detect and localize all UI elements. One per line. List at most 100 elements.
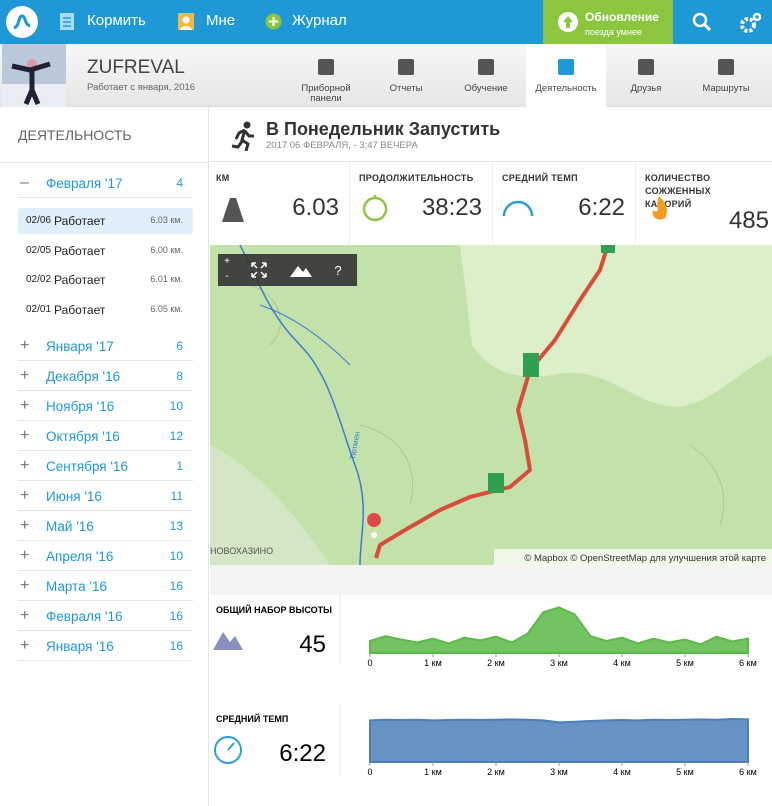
x-tick-label: 5 км xyxy=(676,767,694,777)
map[interactable]: + - ? НОВОХАЗИНО Тютмен © Mapbox © OpenS… xyxy=(210,245,772,565)
expand-sign: + xyxy=(20,637,30,654)
expand-sign: + xyxy=(20,607,30,624)
nav-log[interactable]: Журнал xyxy=(292,12,347,29)
stat-value: 38:23 xyxy=(421,194,482,221)
stat-icon-shape xyxy=(652,196,667,220)
month-label: Сентября '16 xyxy=(46,459,128,474)
tab-icon-shape xyxy=(318,59,334,75)
stat-icon xyxy=(502,200,534,217)
month-row[interactable]: + Май '16 13 xyxy=(18,512,193,541)
tab-icon-shape xyxy=(398,59,414,75)
profile-name: ZUFREVAL xyxy=(87,57,185,78)
month-label: Февраля '17 xyxy=(46,176,123,191)
stat-icon-shape xyxy=(222,198,244,222)
stat-label: СРЕДНИЙ ТЕМП xyxy=(502,173,578,183)
terrain[interactable] xyxy=(290,266,312,277)
month-row[interactable]: + Декабря '16 8 xyxy=(18,362,193,391)
elevation-label: ОБЩИЙ НАБОР ВЫСОТЫ xyxy=(216,604,332,615)
activity-row[interactable]: 02/01 Работает 6.05 км. xyxy=(18,297,193,323)
elevation-value: 45 xyxy=(299,631,326,658)
tab[interactable]: Обучение xyxy=(446,44,526,107)
tab-icon-shape xyxy=(718,59,734,75)
tab[interactable]: Маршруты xyxy=(686,44,766,107)
tab[interactable]: Отчеты xyxy=(366,44,446,107)
tab[interactable]: Деятельность xyxy=(526,44,606,107)
month-row[interactable]: + Января '17 6 xyxy=(18,332,193,361)
expand-sign: + xyxy=(20,487,30,504)
month-row[interactable]: + Апреля '16 10 xyxy=(18,542,193,571)
zoom-out[interactable]: - xyxy=(225,271,228,282)
activity-name: Работает xyxy=(54,243,106,258)
month-count: 16 xyxy=(169,579,183,593)
tab[interactable]: Друзья xyxy=(606,44,686,107)
x-tick-label: 6 км xyxy=(739,767,757,777)
month-label: Декабря '16 xyxy=(46,369,121,384)
log-icon xyxy=(265,13,282,30)
month-count: 6 xyxy=(176,339,183,353)
stat-icon xyxy=(362,195,388,222)
expand-sign: + xyxy=(20,517,30,534)
month-row[interactable]: + Сентября '16 1 xyxy=(18,452,193,481)
logo[interactable] xyxy=(0,0,44,44)
upgrade-title: Обновление xyxy=(585,10,659,24)
activity-name: Работает xyxy=(54,302,106,317)
tab-icon xyxy=(398,59,414,75)
stat-icon-shape xyxy=(502,200,534,217)
profile-since: Работает с января, 2016 xyxy=(87,82,196,93)
month-count: 1 xyxy=(176,459,183,473)
divider xyxy=(0,162,209,163)
activity-row[interactable]: 02/05 Работает 6.00 км. xyxy=(18,238,193,264)
activity-date: 02/05 xyxy=(26,244,52,256)
activity-distance: 6.03 км. xyxy=(150,215,183,225)
avatar[interactable] xyxy=(2,44,66,107)
month-count: 8 xyxy=(176,369,183,383)
upgrade-button[interactable]: Обновление поезда умнее xyxy=(543,0,673,44)
x-tick-label: 6 км xyxy=(739,658,757,668)
month-row[interactable]: + Января '16 16 xyxy=(18,632,193,661)
tab-icon xyxy=(558,59,574,75)
month-label: Апреля '16 xyxy=(46,549,114,564)
expand-sign: + xyxy=(20,577,30,594)
profile-bar: ZUFREVAL Работает с января, 2016 Приборн… xyxy=(0,44,772,107)
month-label: Июня '16 xyxy=(46,489,102,504)
month-row[interactable]: – Февраля '17 4 xyxy=(18,169,193,198)
x-tick-label: 2 км xyxy=(487,767,505,777)
x-tick-label: 4 км xyxy=(613,658,631,668)
x-tick-label: 3 км xyxy=(550,767,568,777)
stat: КОЛИЧЕСТВО СОЖЖЕННЫХ КАЛОРИЙ 485 xyxy=(639,162,772,246)
help[interactable]: ? xyxy=(334,263,341,278)
nav-feed[interactable]: Кормить xyxy=(87,12,146,29)
month-row[interactable]: + Февраля '16 16 xyxy=(18,602,193,631)
activity-date: 02/01 xyxy=(26,303,52,315)
activity-distance: 6.00 км. xyxy=(150,244,183,255)
month-count: 13 xyxy=(169,519,183,533)
nav-me[interactable]: Мне xyxy=(206,12,236,29)
x-tick-label: 1 км xyxy=(424,658,442,668)
tab[interactable]: Приборной панели xyxy=(286,44,366,107)
zoom-in[interactable]: + xyxy=(224,256,230,267)
fullscreen[interactable] xyxy=(251,262,267,278)
settings-icon[interactable] xyxy=(738,11,762,35)
month-count: 10 xyxy=(169,399,183,413)
expand-sign: + xyxy=(20,367,30,384)
month-row[interactable]: + Октября '16 12 xyxy=(18,422,193,451)
activity-title: В Понедельник Запустить xyxy=(266,119,501,139)
stat: СРЕДНИЙ ТЕМП 6:22 xyxy=(496,162,636,246)
month-count: 10 xyxy=(169,549,183,563)
month-count: 16 xyxy=(169,639,183,653)
month-count: 12 xyxy=(169,429,183,443)
activity-row[interactable]: 02/02 Работает 6.01 км. xyxy=(18,267,193,293)
stat-icon xyxy=(222,198,244,222)
month-row[interactable]: + Ноября '16 10 xyxy=(18,392,193,421)
pace-label: СРЕДНИЙ ТЕМП xyxy=(216,713,288,724)
month-label: Ноября '16 xyxy=(46,399,115,414)
x-tick-label: 1 км xyxy=(424,767,442,777)
search-icon[interactable] xyxy=(692,12,712,32)
activity-name: Работает xyxy=(54,273,106,287)
activity-row[interactable]: 02/06 Работает 6.03 км. xyxy=(18,208,193,234)
month-row[interactable]: + Июня '16 11 xyxy=(18,482,193,511)
month-label: Октября '16 xyxy=(46,429,120,444)
month-row[interactable]: + Марта '16 16 xyxy=(18,572,193,601)
x-tick-label: 5 км xyxy=(676,658,694,668)
